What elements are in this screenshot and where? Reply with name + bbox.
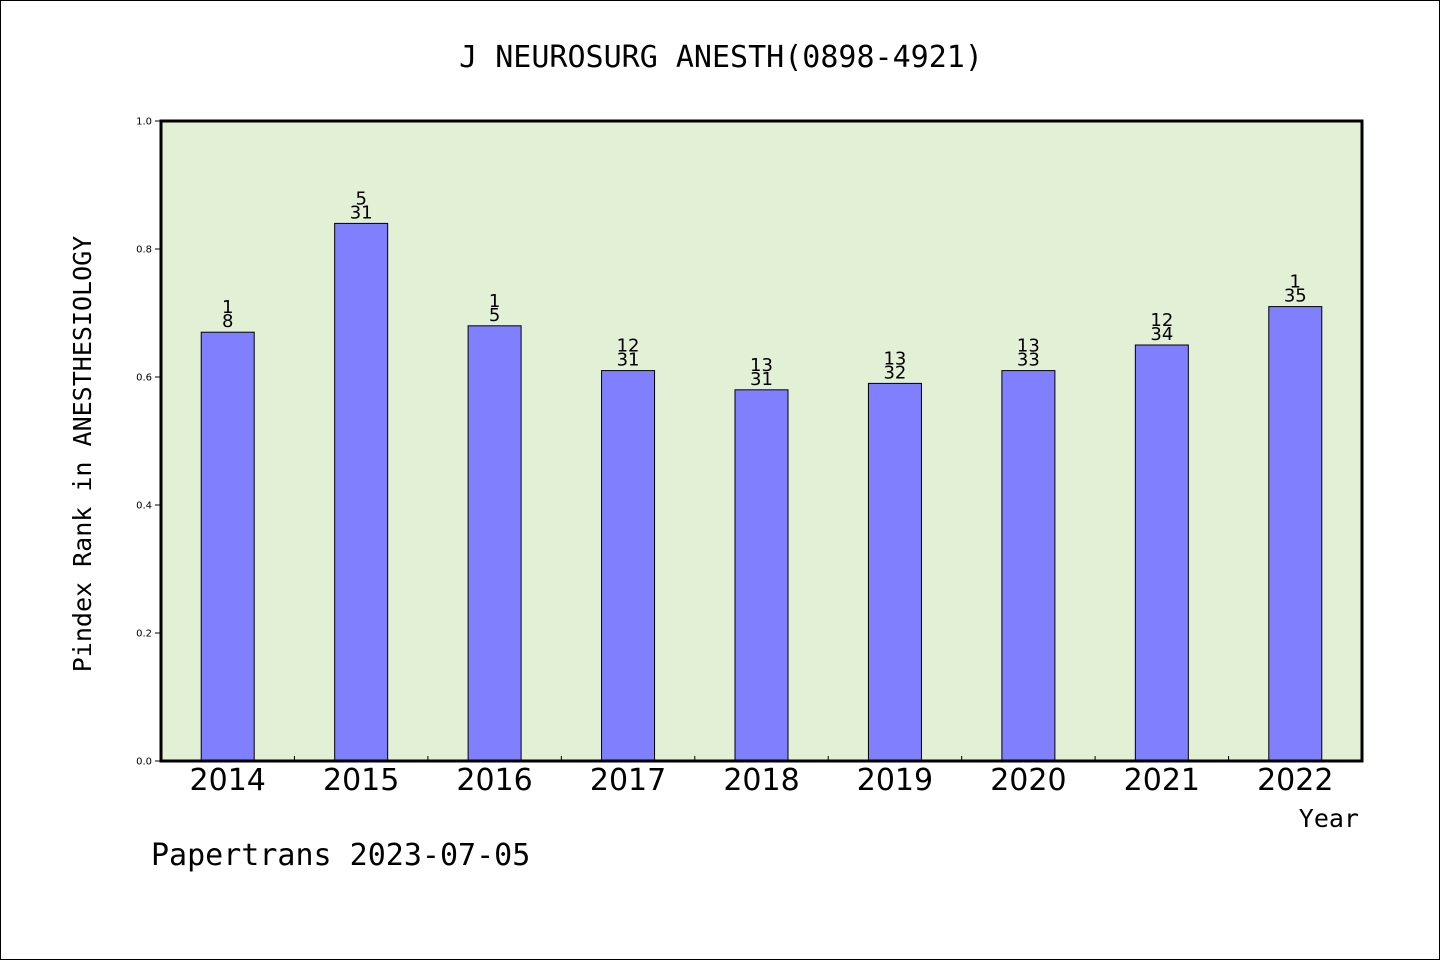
plot-border <box>159 119 1364 763</box>
total-label-2015: 31 <box>350 202 373 223</box>
x-axis-label: Year <box>1299 804 1359 833</box>
total-label-2018: 31 <box>750 369 773 390</box>
x-axis: 2014 2015 2016 2017 2018 2019 2020 2021 2022 <box>190 756 1333 798</box>
rank-label-2022: 1 <box>1290 272 1301 293</box>
total-label-2016: 5 <box>489 305 500 326</box>
x-tick-label-2016: 2016 <box>456 763 532 798</box>
bars-group <box>200 222 1323 762</box>
y-axis-label: Pindex Rank in ANESTHESIOLOGY <box>68 236 97 673</box>
bar-2014 <box>200 331 255 762</box>
total-label-2017: 31 <box>617 350 640 371</box>
bar-2017 <box>601 370 656 762</box>
rank-label-2019: 13 <box>883 348 906 369</box>
y-tick-label-4: 0.8 <box>136 245 152 256</box>
bar-2022 <box>1268 306 1323 762</box>
y-tick-label-5: 1.0 <box>136 117 152 128</box>
x-tick-label-2015: 2015 <box>323 763 399 798</box>
footer-note: Papertrans 2023-07-05 <box>151 838 530 873</box>
bar-2019 <box>867 382 922 762</box>
chart-title: J NEUROSURG ANESTH(0898-4921) <box>459 40 983 75</box>
total-label-2019: 32 <box>883 362 906 383</box>
x-tick-label-2019: 2019 <box>857 763 933 798</box>
total-label-2022: 35 <box>1284 286 1307 307</box>
rank-label-2018: 13 <box>750 355 773 376</box>
rank-label-2015: 5 <box>355 188 366 209</box>
bar-2016 <box>467 325 522 762</box>
y-tick-label-3: 0.6 <box>136 373 152 384</box>
bar-2020 <box>1001 370 1056 762</box>
bar-2018 <box>734 389 789 762</box>
x-tick-label-2022: 2022 <box>1257 763 1333 798</box>
x-tick-label-2018: 2018 <box>723 763 799 798</box>
y-axis: 0.0 0.2 0.4 0.6 0.8 1.0 <box>136 117 161 768</box>
total-label-2021: 34 <box>1150 324 1173 345</box>
y-tick-label-2: 0.4 <box>136 501 152 512</box>
rank-label-2017: 12 <box>617 336 640 357</box>
x-tick-label-2017: 2017 <box>590 763 666 798</box>
total-label-2014: 8 <box>222 311 233 332</box>
y-tick-label-1: 0.2 <box>136 629 152 640</box>
x-tick-label-2020: 2020 <box>990 763 1066 798</box>
bar-2015 <box>334 222 389 762</box>
x-tick-label-2014: 2014 <box>190 763 266 798</box>
bar-2021 <box>1134 344 1189 762</box>
rank-label-2020: 13 <box>1017 336 1040 357</box>
rank-label-2021: 12 <box>1150 310 1173 331</box>
rank-label-2014: 1 <box>222 297 233 318</box>
rank-label-2016: 1 <box>489 291 500 312</box>
total-label-2020: 33 <box>1017 350 1040 371</box>
y-tick-label-0: 0.0 <box>136 757 152 768</box>
x-tick-label-2021: 2021 <box>1124 763 1200 798</box>
